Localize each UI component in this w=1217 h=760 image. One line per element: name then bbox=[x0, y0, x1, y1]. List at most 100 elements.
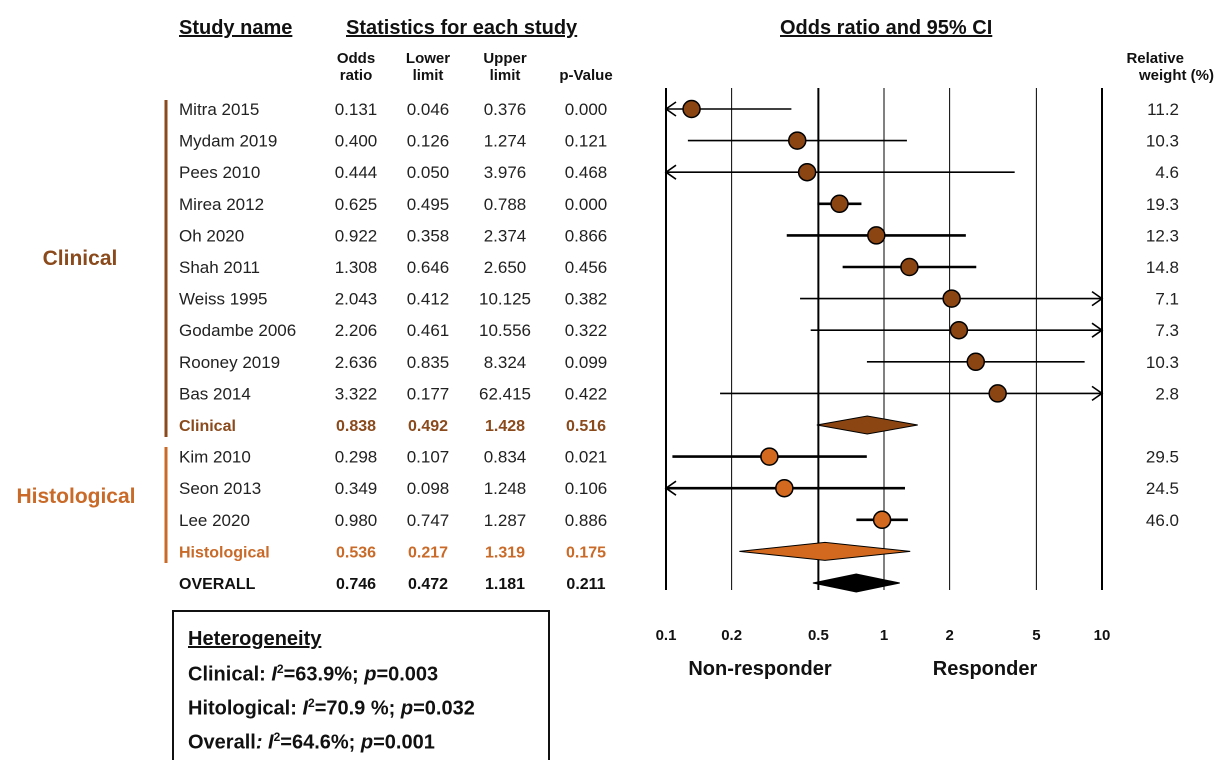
cell-p: 0.886 bbox=[565, 511, 608, 530]
upper-header-1: Upper bbox=[483, 50, 527, 67]
cell-lower: 0.472 bbox=[408, 576, 448, 593]
x-label-responder: Responder bbox=[933, 658, 1038, 680]
cell-lower: 0.412 bbox=[407, 290, 450, 309]
heterogeneity-clinical: Clinical: I2=63.9%; p=0.003 bbox=[188, 662, 438, 687]
cell-study: Histological bbox=[179, 544, 270, 561]
x-tick-label: 5 bbox=[1032, 627, 1040, 644]
cell-weight: 14.8 bbox=[1146, 258, 1179, 277]
cell-study: Clinical bbox=[179, 418, 236, 435]
cell-study: Mirea 2012 bbox=[179, 195, 264, 214]
cell-upper: 1.181 bbox=[485, 576, 525, 593]
cell-lower: 0.217 bbox=[408, 544, 448, 561]
cell-upper: 0.834 bbox=[484, 448, 527, 467]
weight-header-2: weight (%) bbox=[1138, 67, 1214, 84]
x-axis-ticks: 0.1 0.2 0.5 1 2 5 10 bbox=[656, 627, 1111, 644]
cell-p: 0.456 bbox=[565, 258, 608, 277]
cell-lower: 0.098 bbox=[407, 479, 450, 498]
cell-lower: 0.747 bbox=[407, 511, 450, 530]
cell-or: 2.636 bbox=[335, 353, 378, 372]
x-tick-label: 10 bbox=[1094, 627, 1111, 644]
heterogeneity-overall: Overall: I2=64.6%; p=0.001 bbox=[188, 730, 435, 755]
cell-upper: 10.556 bbox=[479, 321, 531, 340]
x-tick-label: 2 bbox=[945, 627, 953, 644]
pvalue-header: p-Value bbox=[559, 67, 612, 84]
heterogeneity-box: Heterogeneity Clinical: I2=63.9%; p=0.00… bbox=[172, 610, 550, 760]
cell-upper: 1.287 bbox=[484, 511, 527, 530]
plot-rows: Mitra 2015 0.131 0.046 0.376 0.000 11.2 Mydam … bbox=[179, 100, 1179, 593]
point-estimate bbox=[950, 322, 967, 339]
point-estimate bbox=[874, 511, 891, 528]
cell-upper: 1.274 bbox=[484, 132, 527, 151]
odds-ratio-header-1: Odds bbox=[337, 50, 375, 67]
cell-study: Weiss 1995 bbox=[179, 290, 268, 309]
study-name-header: Study name bbox=[179, 17, 292, 39]
weight-header-1: Relative bbox=[1126, 50, 1184, 67]
cell-study: Seon 2013 bbox=[179, 479, 261, 498]
cell-upper: 1.248 bbox=[484, 479, 527, 498]
cell-upper: 2.650 bbox=[484, 258, 527, 277]
point-estimate bbox=[967, 353, 984, 370]
cell-p: 0.175 bbox=[566, 544, 606, 561]
cell-lower: 0.358 bbox=[407, 226, 450, 245]
cell-p: 0.099 bbox=[565, 353, 608, 372]
summary-diamond bbox=[817, 416, 918, 434]
cell-or: 0.400 bbox=[335, 132, 378, 151]
cell-upper: 10.125 bbox=[479, 290, 531, 309]
cell-upper: 0.376 bbox=[484, 100, 527, 119]
cell-upper: 1.319 bbox=[485, 544, 525, 561]
cell-upper: 8.324 bbox=[484, 353, 527, 372]
cell-lower: 0.835 bbox=[407, 353, 450, 372]
cell-p: 0.121 bbox=[565, 132, 608, 151]
point-estimate bbox=[799, 164, 816, 181]
x-tick-label: 1 bbox=[880, 627, 888, 644]
cell-study: Pees 2010 bbox=[179, 163, 260, 182]
odds-ratio-header-2: ratio bbox=[340, 67, 373, 84]
cell-p: 0.866 bbox=[565, 226, 608, 245]
cell-study: Godambe 2006 bbox=[179, 321, 296, 340]
cell-p: 0.422 bbox=[565, 384, 608, 403]
cell-p: 0.021 bbox=[565, 448, 608, 467]
cell-p: 0.322 bbox=[565, 321, 608, 340]
cell-weight: 10.3 bbox=[1146, 353, 1179, 372]
cell-upper: 2.374 bbox=[484, 226, 527, 245]
cell-study: Mydam 2019 bbox=[179, 132, 277, 151]
point-estimate bbox=[761, 448, 778, 465]
stats-header: Statistics for each study bbox=[346, 17, 578, 39]
summary-diamond bbox=[813, 574, 900, 592]
cell-lower: 0.126 bbox=[407, 132, 450, 151]
cell-lower: 0.646 bbox=[407, 258, 450, 277]
point-estimate bbox=[776, 480, 793, 497]
cell-upper: 3.976 bbox=[484, 163, 527, 182]
cell-study: Rooney 2019 bbox=[179, 353, 280, 372]
cell-study: Oh 2020 bbox=[179, 226, 244, 245]
summary-diamond bbox=[739, 542, 910, 560]
cell-p: 0.516 bbox=[566, 418, 606, 435]
cell-or: 0.980 bbox=[335, 511, 378, 530]
cell-or: 0.838 bbox=[336, 418, 376, 435]
cell-weight: 10.3 bbox=[1146, 132, 1179, 151]
cell-study: Shah 2011 bbox=[179, 258, 260, 277]
lower-header-1: Lower bbox=[406, 50, 450, 67]
cell-weight: 11.2 bbox=[1147, 100, 1179, 119]
cell-or: 0.746 bbox=[336, 576, 376, 593]
cell-or: 0.444 bbox=[335, 163, 378, 182]
cell-upper: 1.428 bbox=[485, 418, 525, 435]
point-estimate bbox=[868, 227, 885, 244]
cell-lower: 0.492 bbox=[408, 418, 448, 435]
cell-or: 2.206 bbox=[335, 321, 378, 340]
cell-weight: 7.1 bbox=[1155, 290, 1179, 309]
cell-or: 0.131 bbox=[335, 100, 378, 119]
cell-or: 0.625 bbox=[335, 195, 378, 214]
cell-or: 1.308 bbox=[335, 258, 378, 277]
x-tick-label: 0.5 bbox=[808, 627, 829, 644]
cell-study: Mitra 2015 bbox=[179, 100, 259, 119]
cell-weight: 19.3 bbox=[1146, 195, 1179, 214]
cell-or: 2.043 bbox=[335, 290, 378, 309]
point-estimate bbox=[989, 385, 1006, 402]
point-estimate bbox=[789, 132, 806, 149]
cell-p: 0.468 bbox=[565, 163, 608, 182]
x-tick-label: 0.1 bbox=[656, 627, 677, 644]
point-estimate bbox=[943, 290, 960, 307]
cell-study: Lee 2020 bbox=[179, 511, 250, 530]
cell-p: 0.211 bbox=[566, 576, 605, 593]
